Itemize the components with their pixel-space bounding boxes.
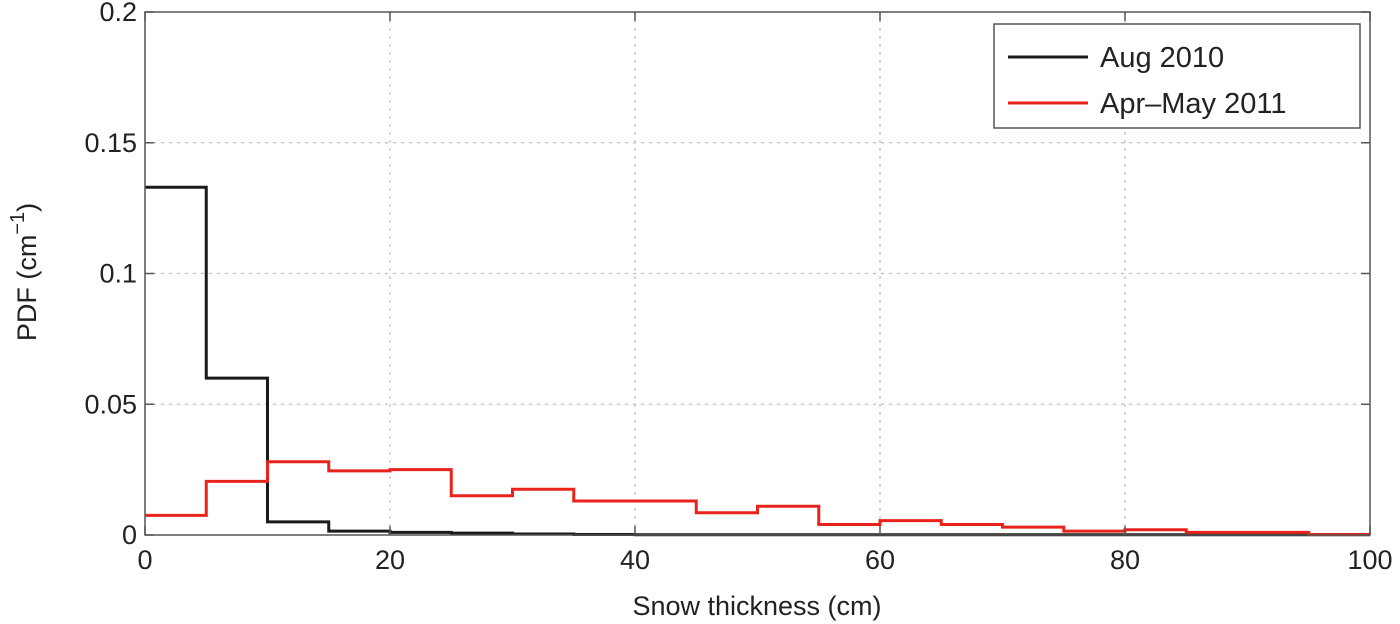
y-axis-label-main: PDF (cm bbox=[12, 235, 42, 341]
y-tick-label-2: 0.1 bbox=[99, 259, 137, 289]
x-tick-label-4: 80 bbox=[1110, 545, 1140, 575]
legend-label-1: Apr–May 2011 bbox=[1100, 88, 1286, 120]
axis-ticks: 0 20 40 60 80 100 0 0.05 0.1 0.15 0.2 bbox=[84, 0, 1392, 575]
legend: Aug 2010 Apr–May 2011 bbox=[993, 23, 1361, 129]
series-line-0 bbox=[145, 185, 1370, 537]
legend-box bbox=[993, 23, 1361, 129]
y-tick-label-0: 0 bbox=[122, 520, 137, 550]
x-tick-label-3: 60 bbox=[865, 545, 895, 575]
series-lines bbox=[145, 185, 1370, 537]
y-tick-label-1: 0.05 bbox=[84, 389, 137, 419]
x-tick-label-5: 100 bbox=[1347, 545, 1392, 575]
y-tick-label-3: 0.15 bbox=[84, 128, 137, 158]
x-axis-label: Snow thickness (cm) bbox=[632, 591, 881, 621]
x-tick-label-0: 0 bbox=[137, 545, 152, 575]
x-tick-label-1: 20 bbox=[375, 545, 405, 575]
x-tick-label-2: 40 bbox=[620, 545, 650, 575]
legend-label-0: Aug 2010 bbox=[1100, 42, 1224, 74]
y-axis-label-close: ) bbox=[12, 203, 42, 212]
y-axis-label-exponent: −1 bbox=[7, 212, 29, 235]
y-axis-label: PDF (cm−1) bbox=[7, 203, 42, 341]
y-tick-label-4: 0.2 bbox=[99, 0, 137, 27]
